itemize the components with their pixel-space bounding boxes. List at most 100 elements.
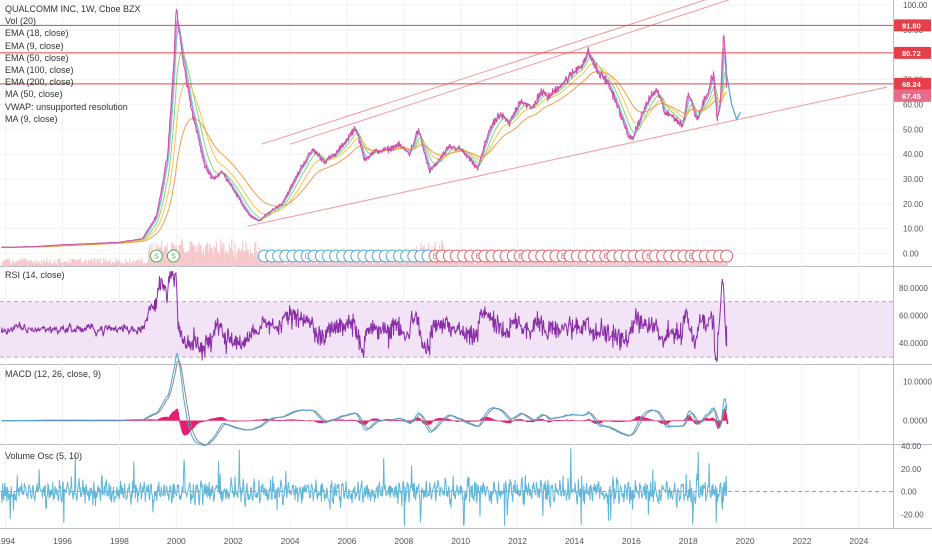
volume-bar: [625, 261, 628, 266]
volume-bar: [330, 262, 332, 266]
volume-bar: [344, 262, 347, 266]
macd-histogram-bar: [355, 420, 357, 421]
volume-bar: [34, 260, 36, 266]
volume-bar: [234, 243, 236, 266]
volume-bar: [366, 258, 368, 266]
volume-bar: [527, 262, 529, 266]
volume-bar: [25, 261, 27, 266]
legend-vwap[interactable]: VWAP: unsupported resolution: [5, 101, 128, 112]
time-axis-tick: 2000: [167, 536, 186, 546]
legend-vol[interactable]: Vol (20): [5, 16, 37, 27]
volume-bar: [88, 260, 91, 266]
time-axis-tick: 1996: [53, 536, 72, 546]
volume-bar: [271, 260, 273, 266]
volume-bar: [398, 261, 400, 266]
volume-bar: [314, 263, 316, 266]
volume-bar: [501, 259, 503, 266]
macd-histogram-bar: [583, 420, 586, 421]
volume-bar: [76, 259, 79, 266]
time-axis-tick: 2024: [849, 536, 868, 546]
volume-bar: [471, 260, 473, 266]
legend-ema-200[interactable]: EMA (200, close): [5, 77, 74, 88]
volume-bar: [491, 261, 493, 266]
volume-bar: [359, 262, 361, 266]
macd-histogram-bar: [395, 420, 398, 421]
volume-bar: [47, 262, 49, 266]
volume-bar: [5, 260, 7, 266]
volume-osc-axis-tick: 40.00: [901, 442, 922, 451]
volume-bar: [411, 259, 413, 266]
volume-bar: [61, 262, 63, 266]
volume-bar: [81, 263, 83, 266]
volume-bar: [52, 262, 55, 266]
time-axis-tick: 1998: [110, 536, 129, 546]
volume-bar: [272, 262, 274, 266]
volume-bar: [29, 260, 32, 266]
macd-pane-label[interactable]: MACD (12, 26, close, 9): [5, 369, 102, 379]
volume-bar: [236, 252, 238, 266]
volume-bar: [384, 259, 386, 266]
macd-histogram-bar: [673, 420, 676, 421]
volume-bar: [517, 258, 519, 266]
volume-bar: [215, 241, 218, 266]
volume-bar: [673, 260, 675, 266]
volume-bar: [280, 259, 282, 266]
volume-bar: [185, 252, 187, 266]
legend-ema-18[interactable]: EMA (18, close): [5, 28, 69, 39]
legend-ma-9[interactable]: MA (9, close): [5, 113, 58, 124]
macd-histogram-bar: [493, 419, 496, 421]
volume-bar: [121, 263, 123, 266]
macd-histogram-bar: [178, 416, 180, 421]
volume-bar: [266, 258, 268, 266]
rsi-pane-label[interactable]: RSI (14, close): [5, 270, 65, 280]
price-axis-tick: 100.00: [903, 1, 928, 10]
volume-bar: [281, 258, 283, 266]
volume-bar: [355, 262, 358, 266]
volume-bar: [182, 248, 185, 266]
volume-bar: [164, 246, 166, 266]
volume-bar: [335, 263, 337, 266]
volume-bar: [332, 261, 335, 266]
volume-bar: [120, 262, 122, 266]
volume-bar: [693, 261, 696, 266]
volume-bar: [200, 244, 202, 266]
legend-ma-50[interactable]: MA (50, close): [5, 89, 63, 100]
symbol-title[interactable]: QUALCOMM INC, 1W, Cboe BZX: [5, 4, 141, 14]
legend-ema-100[interactable]: EMA (100, close): [5, 65, 74, 76]
volume-bar: [666, 261, 668, 266]
volume-bar: [362, 261, 364, 266]
earnings-marker-label: E: [603, 254, 608, 261]
macd-histogram-bar: [571, 420, 573, 421]
volume-bar: [144, 263, 146, 266]
volume-bar: [606, 263, 608, 266]
volume-bar: [165, 247, 167, 266]
volume-bar: [20, 259, 22, 266]
volume-bar: [361, 261, 363, 266]
volume-bar: [690, 263, 692, 266]
earnings-marker-label: E: [518, 254, 523, 261]
volume-bar: [356, 260, 359, 266]
volume-bar: [91, 258, 93, 266]
volume-bar: [373, 262, 375, 266]
volume-bar: [143, 262, 145, 266]
rsi-axis-tick: 40.0000: [899, 339, 928, 348]
volume-bar: [372, 263, 374, 266]
volume-bar: [141, 258, 143, 266]
volume-bar: [87, 259, 90, 266]
price-axis-tick: 20.00: [903, 200, 924, 209]
legend-ema-9[interactable]: EMA (9, close): [5, 40, 64, 51]
macd-histogram-bar: [420, 420, 422, 421]
volume-bar: [348, 263, 350, 266]
price-axis-tick: 30.00: [903, 175, 924, 184]
volume-bar: [616, 262, 618, 266]
legend-ema-50[interactable]: EMA (50, close): [5, 52, 69, 63]
volume-bar: [704, 259, 706, 266]
volume-bar: [721, 259, 723, 266]
volume-bar: [368, 259, 371, 266]
volume-bar: [251, 253, 254, 266]
volume-bar: [703, 263, 705, 266]
volume-osc-pane-label[interactable]: Volume Osc (5, 10): [5, 451, 83, 461]
volume-bar: [118, 258, 120, 266]
volume-bar: [123, 263, 126, 266]
